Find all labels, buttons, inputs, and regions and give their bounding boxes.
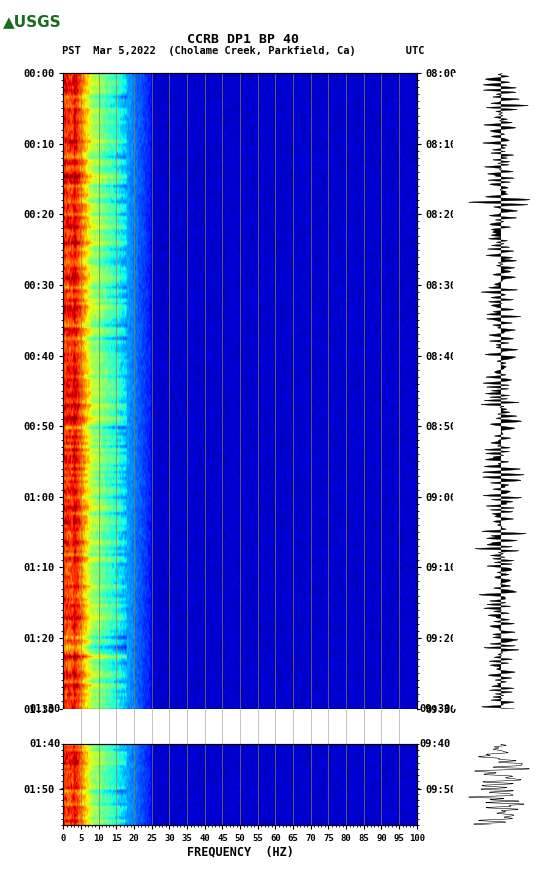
Text: CCRB DP1 BP 40: CCRB DP1 BP 40: [187, 33, 299, 46]
Text: PST  Mar 5,2022  (Cholame Creek, Parkfield, Ca)        UTC: PST Mar 5,2022 (Cholame Creek, Parkfield…: [62, 46, 424, 56]
Text: 09:40: 09:40: [420, 739, 451, 749]
Text: ▲USGS: ▲USGS: [3, 14, 61, 29]
Text: 01:40: 01:40: [29, 739, 61, 749]
Text: 01:30: 01:30: [29, 704, 61, 714]
X-axis label: FREQUENCY  (HZ): FREQUENCY (HZ): [187, 846, 294, 859]
Text: 09:30: 09:30: [420, 704, 451, 714]
